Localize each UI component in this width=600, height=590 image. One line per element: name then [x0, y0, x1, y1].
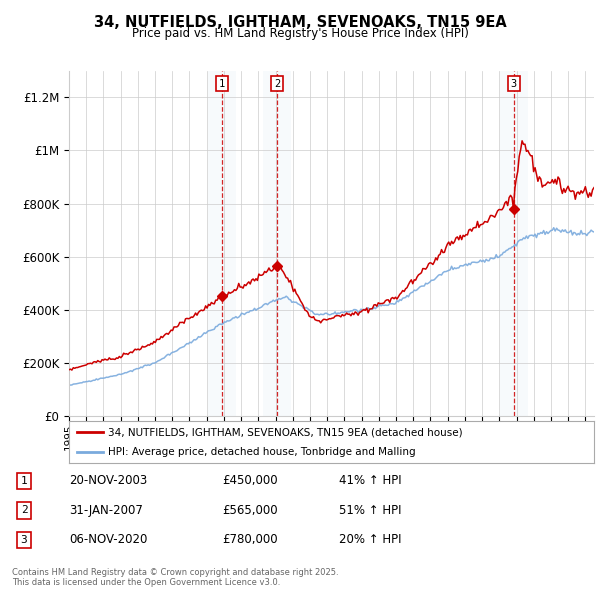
Text: 2: 2 [274, 78, 280, 88]
Text: 41% ↑ HPI: 41% ↑ HPI [339, 474, 401, 487]
Text: £780,000: £780,000 [222, 533, 278, 546]
Text: 20-NOV-2003: 20-NOV-2003 [69, 474, 147, 487]
Text: Contains HM Land Registry data © Crown copyright and database right 2025.
This d: Contains HM Land Registry data © Crown c… [12, 568, 338, 587]
Text: 3: 3 [20, 535, 28, 545]
Text: 1: 1 [20, 476, 28, 486]
Text: 06-NOV-2020: 06-NOV-2020 [69, 533, 148, 546]
Text: 2: 2 [20, 506, 28, 515]
Text: 3: 3 [511, 78, 517, 88]
Text: 1: 1 [219, 78, 225, 88]
Text: 34, NUTFIELDS, IGHTHAM, SEVENOAKS, TN15 9EA (detached house): 34, NUTFIELDS, IGHTHAM, SEVENOAKS, TN15 … [109, 427, 463, 437]
Text: 20% ↑ HPI: 20% ↑ HPI [339, 533, 401, 546]
Bar [263, 71, 291, 416]
Text: HPI: Average price, detached house, Tonbridge and Malling: HPI: Average price, detached house, Tonb… [109, 447, 416, 457]
Text: £565,000: £565,000 [222, 504, 278, 517]
Text: Price paid vs. HM Land Registry's House Price Index (HPI): Price paid vs. HM Land Registry's House … [131, 27, 469, 40]
Bar [500, 71, 527, 416]
Text: 51% ↑ HPI: 51% ↑ HPI [339, 504, 401, 517]
Bar [208, 71, 236, 416]
Text: 31-JAN-2007: 31-JAN-2007 [69, 504, 143, 517]
Text: £450,000: £450,000 [222, 474, 278, 487]
Text: 34, NUTFIELDS, IGHTHAM, SEVENOAKS, TN15 9EA: 34, NUTFIELDS, IGHTHAM, SEVENOAKS, TN15 … [94, 15, 506, 30]
